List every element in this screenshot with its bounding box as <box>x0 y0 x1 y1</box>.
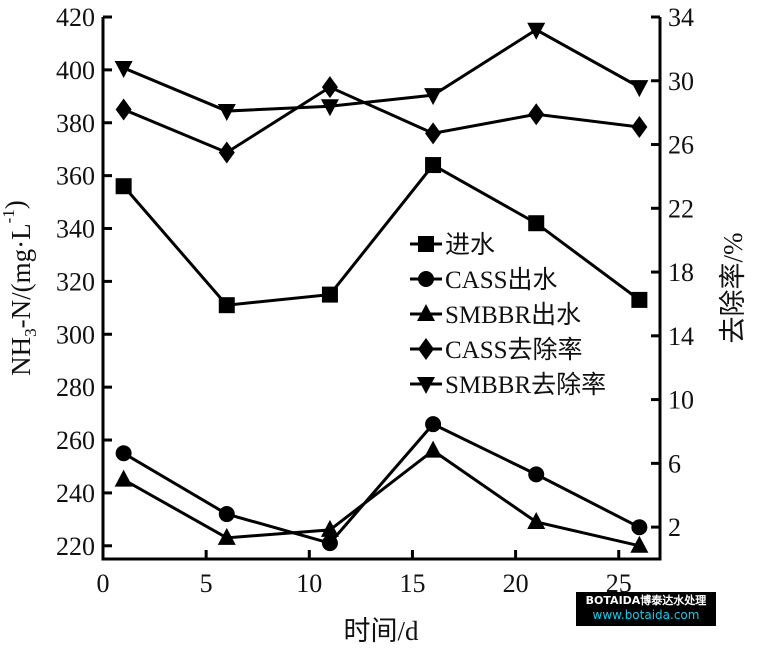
y2-tick-label: 30 <box>668 67 694 96</box>
legend-label: 进水 <box>445 231 495 259</box>
legend-marker <box>417 304 435 321</box>
data-point <box>631 291 648 308</box>
data-point <box>425 157 442 174</box>
legend-marker <box>418 236 434 252</box>
watermark-brand: BOTAIDA博泰达水处理 <box>585 594 707 607</box>
y-tick-label: 420 <box>56 3 95 32</box>
y2-tick-label: 14 <box>668 322 694 351</box>
y-tick-label: 340 <box>56 215 95 244</box>
y-tick-label: 240 <box>56 479 95 508</box>
data-point <box>321 535 338 552</box>
axis-frame <box>101 17 662 561</box>
data-point <box>114 469 133 487</box>
data-point <box>321 76 338 99</box>
data-point <box>425 122 442 145</box>
y2-tick-label: 26 <box>668 131 694 160</box>
y-tick-label: 300 <box>56 320 95 349</box>
series-line <box>122 422 641 545</box>
x-tick-label: 15 <box>399 569 425 598</box>
series-2 <box>115 416 648 552</box>
data-point <box>527 22 546 40</box>
legend-marker <box>418 338 434 360</box>
data-point <box>217 527 236 545</box>
x-tick-label: 0 <box>97 569 110 598</box>
watermark: BOTAIDA博泰达水处理 www.botaida.com <box>576 592 716 626</box>
data-point <box>528 215 545 232</box>
data-point <box>115 445 132 462</box>
series-5 <box>114 22 649 122</box>
series-line <box>123 28 641 113</box>
y-tick-label: 400 <box>56 56 95 85</box>
data-point <box>321 286 338 303</box>
data-point <box>528 466 545 483</box>
x-axis-label: 时间/d <box>343 616 419 646</box>
y-axis-label: NH3-N/(mg·L-1) <box>0 200 40 376</box>
y2-tick-label: 6 <box>668 449 681 478</box>
x-tick-label: 5 <box>200 569 213 598</box>
data-point <box>527 511 546 529</box>
y2-axis-label: 去除率/% <box>718 233 748 344</box>
data-point <box>424 440 443 458</box>
y2-tick-label: 18 <box>668 258 694 287</box>
legend-label: SMBBR出水 <box>445 301 581 329</box>
y2-tick-label: 2 <box>668 513 681 542</box>
y2-tick-label: 22 <box>668 194 694 223</box>
data-point <box>217 104 236 122</box>
legend: 进水 CASS出水 SMBBR出水 CASS去除率 SMBBR去除率 <box>410 231 606 399</box>
data-point <box>631 519 648 536</box>
data-point <box>115 98 132 121</box>
y-tick-label: 320 <box>56 267 95 296</box>
y-tick-label: 220 <box>56 532 95 561</box>
x-tick-label: 20 <box>503 569 529 598</box>
data-point <box>425 416 442 433</box>
watermark-url: www.botaida.com <box>592 608 700 622</box>
series-line <box>123 85 640 155</box>
y2-tick-label: 10 <box>668 386 694 415</box>
legend-marker <box>418 271 434 287</box>
data-point <box>630 535 649 553</box>
data-point <box>218 506 235 523</box>
legend-label: CASS去除率 <box>445 336 583 364</box>
y-tick-label: 360 <box>56 162 95 191</box>
y-tick-label: 380 <box>56 109 95 138</box>
data-point <box>218 141 235 164</box>
legend-label: SMBBR去除率 <box>445 371 606 399</box>
data-point <box>528 103 545 126</box>
y-tick-label: 260 <box>56 426 95 455</box>
data-point <box>115 178 132 195</box>
y-tick-label: 280 <box>56 373 95 402</box>
series-1 <box>115 157 648 314</box>
y2-tick-label: 34 <box>668 3 694 32</box>
data-point <box>320 519 339 537</box>
series-4 <box>115 76 648 164</box>
x-tick-label: 10 <box>296 569 322 598</box>
data-point <box>630 80 649 98</box>
data-point <box>218 297 235 314</box>
legend-marker <box>417 377 435 394</box>
data-point <box>424 88 443 106</box>
series-3 <box>114 440 649 553</box>
legend-label: CASS出水 <box>445 266 558 294</box>
series-line <box>122 448 640 548</box>
series-line <box>122 163 641 307</box>
data-point <box>320 99 339 117</box>
data-point <box>631 115 648 138</box>
data-point <box>114 61 133 79</box>
